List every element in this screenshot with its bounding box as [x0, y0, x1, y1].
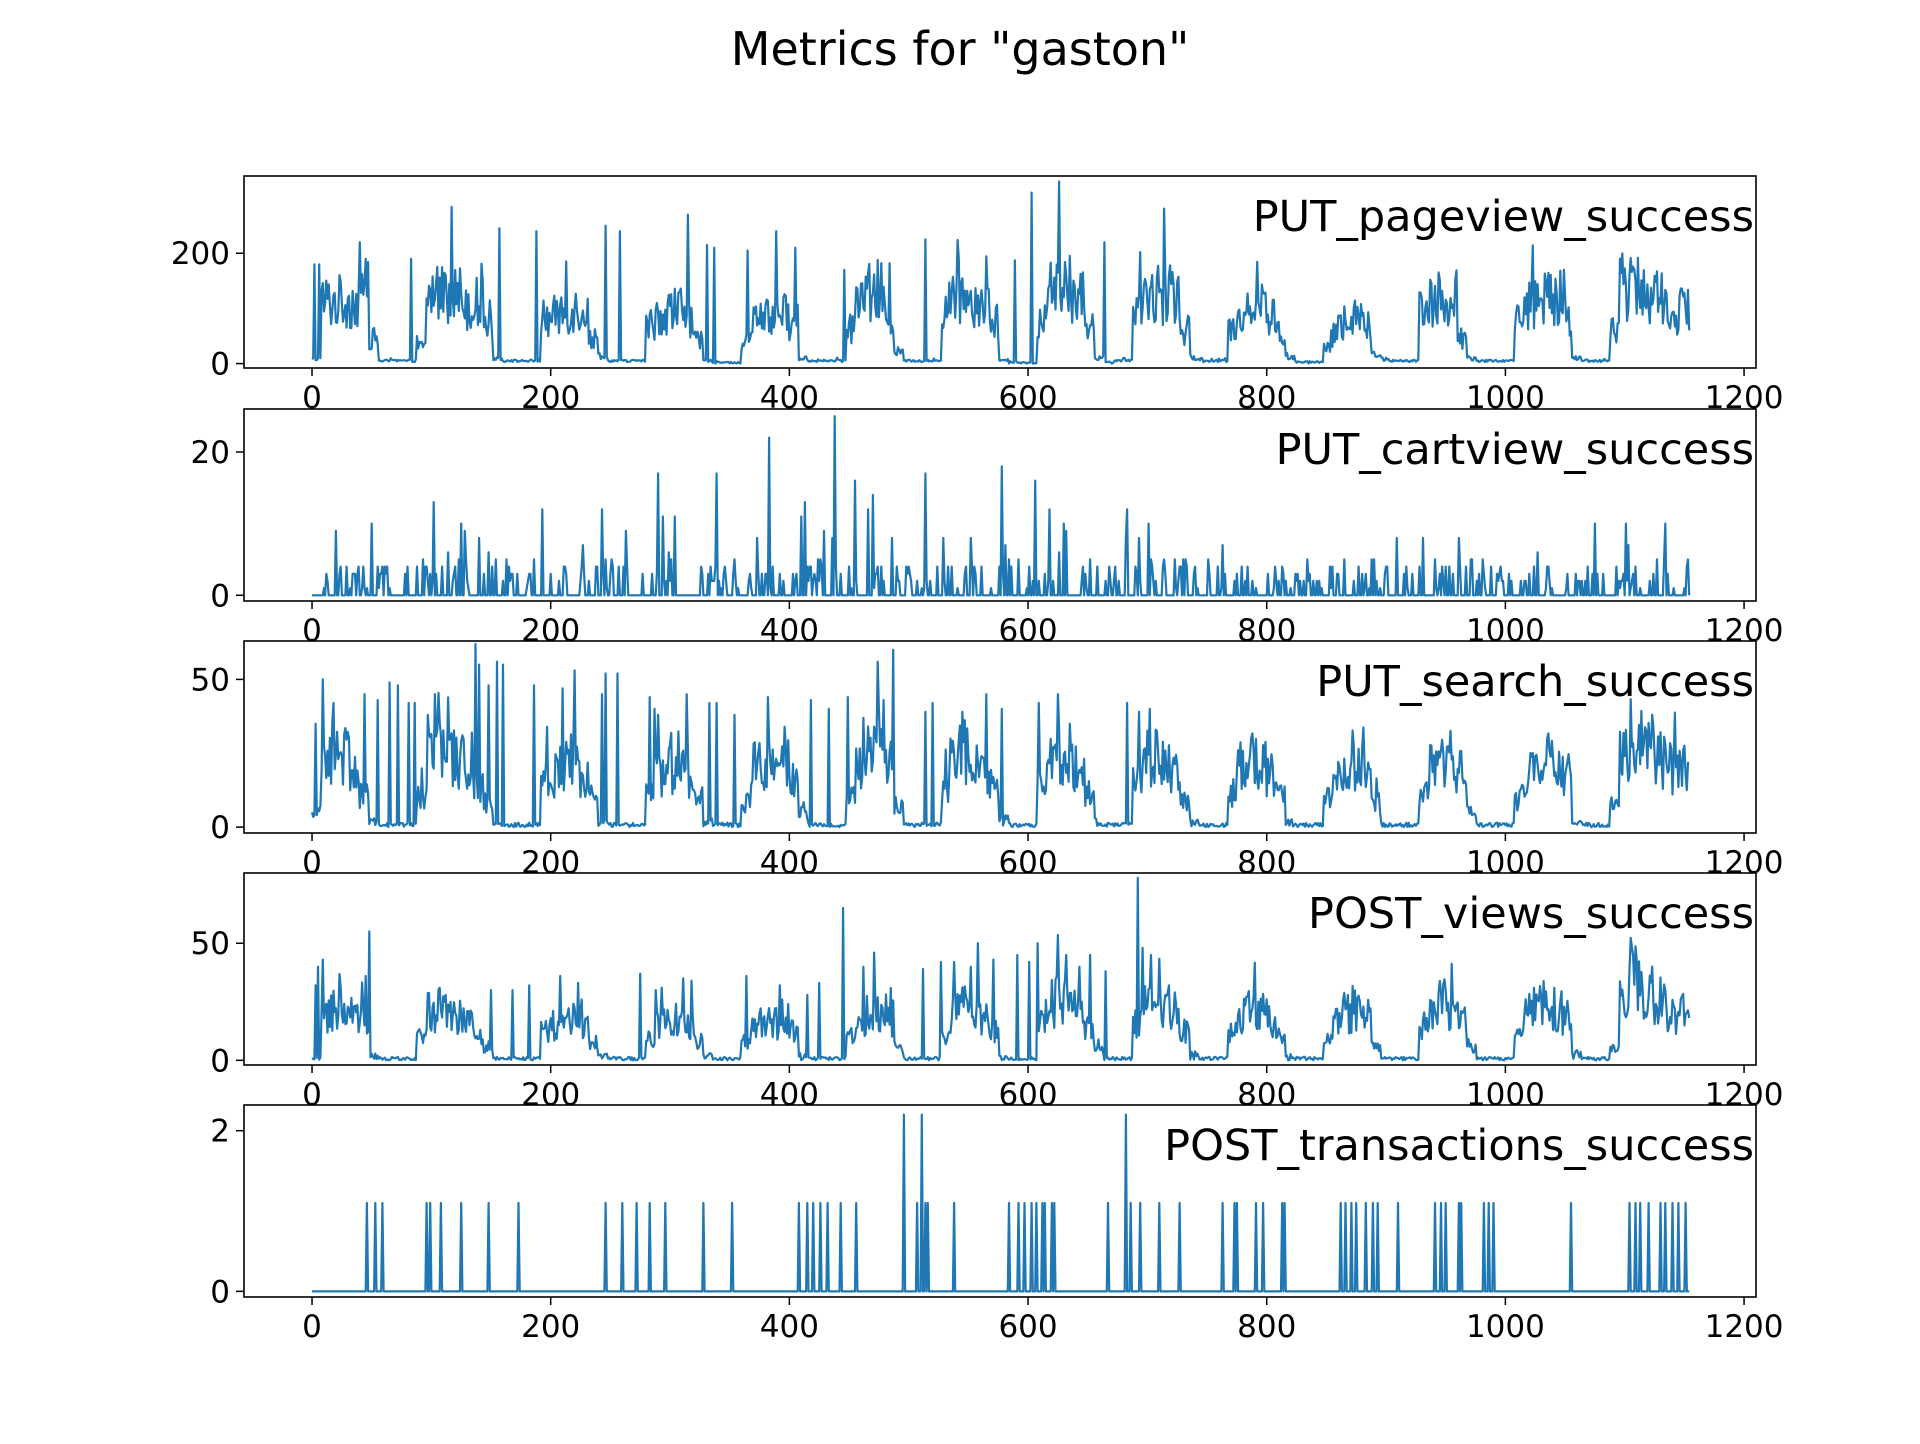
- axes-frame: [243, 1104, 1757, 1298]
- x-tick-label: 0: [302, 1309, 322, 1345]
- subplot-1: 0 200 400 600 800 1000 1200 0 200 PUT_pageview_su…: [171, 175, 1784, 416]
- y-tick-label: 0: [210, 1043, 230, 1079]
- x-tick-label: 0: [302, 613, 322, 649]
- legend-label: PUT_pageview_success: [1253, 192, 1754, 242]
- legend-label: PUT_cartview_success: [1276, 425, 1754, 475]
- y-tick-label: 200: [171, 236, 230, 272]
- x-tick-label: 0: [302, 845, 322, 881]
- x-tick-label: 600: [998, 613, 1057, 649]
- y-tick-label: 2: [210, 1114, 230, 1150]
- x-tick-label: 1200: [1705, 380, 1784, 416]
- series-line-POST_transactions_success: [312, 1113, 1690, 1293]
- x-tick-label: 0: [302, 380, 322, 416]
- x-tick-label: 200: [521, 1077, 580, 1113]
- x-tick-label: 800: [1237, 380, 1296, 416]
- x-tick-label: 400: [760, 1077, 819, 1113]
- axes-frame: [243, 872, 1757, 1066]
- y-tick-label: 0: [210, 810, 230, 846]
- subplot-4: 0 200 400 600 800 1000 1200 0 50 POST_views_succe…: [191, 872, 1784, 1113]
- y-tick-label: 0: [210, 1274, 230, 1310]
- x-tick-label: 800: [1237, 845, 1296, 881]
- axes-frame: [243, 408, 1757, 602]
- y-tick-label: 50: [191, 662, 230, 698]
- x-tick-label: 800: [1237, 1077, 1296, 1113]
- x-tick-label: 200: [521, 613, 580, 649]
- x-tick-label: 1000: [1466, 613, 1545, 649]
- legend-label: POST_views_success: [1308, 889, 1754, 939]
- x-tick-label: 1200: [1705, 1309, 1784, 1345]
- series-line-PUT_cartview_success: [312, 415, 1691, 597]
- subplot-5: 0 200 400 600 800 1000 1200 0 2 POST_transactions…: [210, 1104, 1784, 1345]
- legend-label: PUT_search_success: [1316, 657, 1754, 707]
- x-tick-label: 400: [760, 613, 819, 649]
- series-line-POST_views_success: [311, 876, 1691, 1062]
- y-tick-label: 50: [191, 926, 230, 962]
- x-tick-label: 1200: [1705, 1077, 1784, 1113]
- series-line-PUT_search_success: [310, 642, 1690, 829]
- x-tick-label: 1000: [1466, 380, 1545, 416]
- series-line-PUT_pageview_success: [311, 180, 1691, 365]
- axes-frame: [243, 175, 1757, 369]
- axes-frame: [243, 640, 1757, 834]
- x-tick-label: 400: [760, 845, 819, 881]
- x-tick-label: 200: [521, 380, 580, 416]
- subplot-2: 0 200 400 600 800 1000 1200 0 20 PUT_cartview_suc…: [191, 408, 1784, 649]
- x-tick-label: 400: [760, 1309, 819, 1345]
- x-tick-label: 600: [998, 1309, 1057, 1345]
- figure-title: Metrics for "gaston": [730, 22, 1190, 76]
- legend-label: POST_transactions_success: [1164, 1121, 1754, 1171]
- x-tick-label: 1000: [1466, 1077, 1545, 1113]
- x-tick-label: 600: [998, 1077, 1057, 1113]
- x-tick-label: 800: [1237, 1309, 1296, 1345]
- x-tick-label: 1000: [1466, 845, 1545, 881]
- x-tick-label: 600: [998, 380, 1057, 416]
- subplot-3: 0 200 400 600 800 1000 1200 0 50 PUT_search_succe…: [191, 640, 1784, 881]
- x-tick-label: 400: [760, 380, 819, 416]
- y-tick-label: 20: [191, 435, 230, 471]
- x-tick-label: 200: [521, 845, 580, 881]
- x-tick-label: 800: [1237, 613, 1296, 649]
- x-tick-label: 1200: [1705, 845, 1784, 881]
- x-tick-label: 1200: [1705, 613, 1784, 649]
- y-tick-label: 0: [210, 578, 230, 614]
- y-tick-label: 0: [210, 347, 230, 383]
- x-tick-label: 200: [521, 1309, 580, 1345]
- x-tick-label: 0: [302, 1077, 322, 1113]
- x-tick-label: 1000: [1466, 1309, 1545, 1345]
- x-tick-label: 600: [998, 845, 1057, 881]
